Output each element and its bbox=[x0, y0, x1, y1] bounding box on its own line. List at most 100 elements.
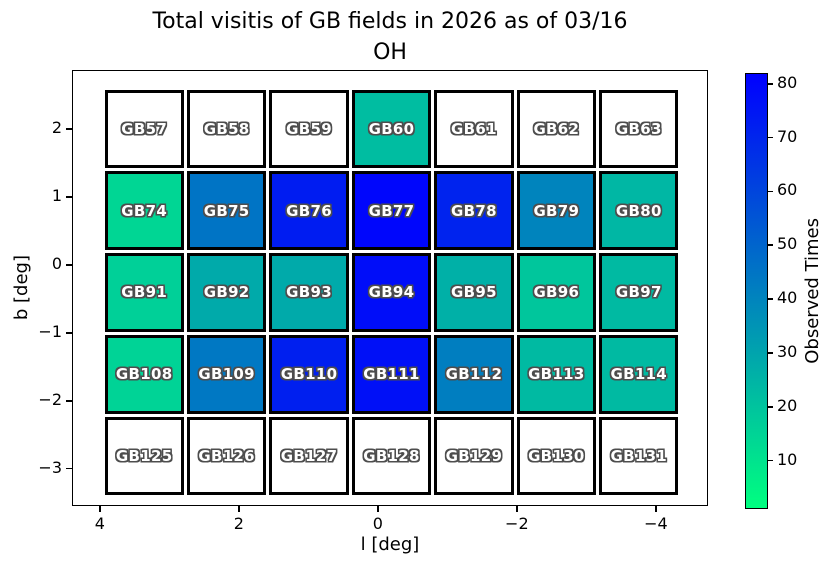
y-tick-mark bbox=[66, 332, 72, 334]
field-cell: GB79 bbox=[516, 171, 597, 251]
field-cell: GB60 bbox=[351, 89, 432, 169]
colorbar-tick-mark bbox=[768, 244, 773, 247]
field-label: GB79 bbox=[533, 201, 580, 220]
x-tick-mark bbox=[655, 506, 657, 512]
field-cell: GB126 bbox=[186, 416, 267, 496]
field-label: GB58 bbox=[203, 119, 250, 138]
field-cell: GB74 bbox=[104, 171, 184, 251]
field-cell: GB109 bbox=[186, 334, 267, 414]
field-cell: GB96 bbox=[516, 253, 597, 332]
field-cell: GB92 bbox=[186, 253, 267, 332]
x-tick-mark bbox=[516, 506, 518, 512]
field-label: GB114 bbox=[610, 365, 668, 384]
field-label: GB76 bbox=[286, 201, 332, 220]
field-cell: GB61 bbox=[434, 89, 514, 169]
field-cell: GB131 bbox=[599, 416, 679, 496]
field-label: GB125 bbox=[115, 447, 173, 466]
field-label: GB97 bbox=[615, 283, 662, 302]
x-tick-label: 4 bbox=[94, 514, 105, 533]
field-cell: GB128 bbox=[351, 416, 432, 496]
y-tick-label: −2 bbox=[38, 389, 62, 409]
field-cell: GB130 bbox=[516, 416, 597, 496]
field-label: GB113 bbox=[528, 365, 585, 384]
field-label: GB131 bbox=[610, 447, 668, 466]
field-cell: GB93 bbox=[269, 253, 349, 332]
field-label: GB57 bbox=[121, 119, 168, 138]
field-label: GB63 bbox=[615, 119, 662, 138]
field-cell: GB114 bbox=[599, 334, 679, 414]
field-label: GB112 bbox=[445, 365, 503, 384]
y-tick-label: 1 bbox=[51, 185, 62, 205]
colorbar bbox=[745, 73, 768, 509]
x-tick-mark bbox=[377, 506, 379, 512]
field-cell: GB58 bbox=[186, 89, 267, 169]
field-label: GB61 bbox=[451, 119, 497, 138]
colorbar-tick-label: 80 bbox=[777, 72, 798, 92]
field-cell: GB62 bbox=[516, 89, 597, 169]
field-cell: GB94 bbox=[351, 253, 432, 332]
field-cell: GB76 bbox=[269, 171, 349, 251]
field-label: GB60 bbox=[368, 119, 415, 138]
colorbar-tick-label: 50 bbox=[777, 234, 798, 254]
colorbar-tick-label: 10 bbox=[777, 449, 798, 469]
field-cell: GB110 bbox=[269, 334, 349, 414]
chart-title: Total visitis of GB fields in 2026 as of… bbox=[72, 6, 708, 68]
colorbar-tick-mark bbox=[768, 352, 773, 354]
y-tick-label: 2 bbox=[51, 118, 62, 138]
field-cell: GB80 bbox=[599, 171, 679, 251]
field-cell: GB112 bbox=[434, 334, 514, 414]
x-tick-label: −4 bbox=[644, 514, 668, 533]
field-cell: GB75 bbox=[186, 171, 267, 251]
x-tick-mark bbox=[238, 506, 240, 512]
colorbar-tick-mark bbox=[768, 298, 773, 300]
colorbar-tick-mark bbox=[768, 459, 773, 462]
field-label: GB96 bbox=[533, 283, 580, 302]
chart-title-line1: Total visitis of GB fields in 2026 as of… bbox=[152, 9, 628, 34]
colorbar-tick-mark bbox=[768, 405, 773, 408]
field-label: GB94 bbox=[368, 283, 415, 302]
field-cell: GB59 bbox=[269, 89, 349, 169]
field-cell: GB125 bbox=[104, 416, 184, 496]
x-tick-mark bbox=[99, 506, 101, 512]
colorbar-tick-label: 20 bbox=[777, 395, 798, 415]
x-tick-label: 2 bbox=[233, 514, 244, 533]
field-label: GB74 bbox=[121, 201, 168, 220]
y-tick-label: 0 bbox=[51, 253, 62, 273]
y-tick-mark bbox=[66, 128, 72, 130]
colorbar-tick-label: 40 bbox=[777, 288, 798, 308]
x-tick-label: −2 bbox=[505, 514, 529, 533]
colorbar-tick-label: 30 bbox=[777, 341, 798, 361]
field-label: GB128 bbox=[363, 447, 420, 466]
field-label: GB93 bbox=[286, 283, 332, 302]
field-label: GB77 bbox=[368, 201, 415, 220]
y-tick-mark bbox=[66, 399, 72, 402]
field-label: GB130 bbox=[528, 447, 585, 466]
field-label: GB91 bbox=[121, 283, 168, 302]
field-cell: GB78 bbox=[434, 171, 514, 251]
colorbar-tick-mark bbox=[768, 82, 773, 85]
y-tick-label: −1 bbox=[38, 321, 62, 341]
field-cell: GB91 bbox=[104, 253, 184, 332]
field-label: GB108 bbox=[115, 365, 173, 384]
field-cell: GB77 bbox=[351, 171, 432, 251]
field-cell: GB95 bbox=[434, 253, 514, 332]
y-axis-label-text: b [deg] bbox=[10, 255, 32, 321]
field-label: GB59 bbox=[286, 119, 332, 138]
field-label: GB129 bbox=[445, 447, 503, 466]
colorbar-tick-label: 70 bbox=[777, 126, 798, 146]
y-tick-label: −3 bbox=[38, 457, 62, 477]
field-label: GB127 bbox=[280, 447, 338, 466]
field-label: GB111 bbox=[363, 365, 420, 384]
field-cell: GB57 bbox=[104, 89, 184, 169]
field-cell: GB111 bbox=[351, 334, 432, 414]
colorbar-label-text: Observed Times bbox=[801, 218, 823, 364]
chart-title-line2: OH bbox=[373, 40, 407, 65]
y-axis-label: b [deg] bbox=[8, 70, 34, 506]
field-cell: GB63 bbox=[599, 89, 679, 169]
field-cell: GB127 bbox=[269, 416, 349, 496]
field-label: GB75 bbox=[203, 201, 250, 220]
colorbar-tick-mark bbox=[768, 190, 773, 193]
field-cell: GB97 bbox=[599, 253, 679, 332]
field-label: GB110 bbox=[280, 365, 338, 384]
x-axis-label: l [deg] bbox=[360, 534, 420, 555]
